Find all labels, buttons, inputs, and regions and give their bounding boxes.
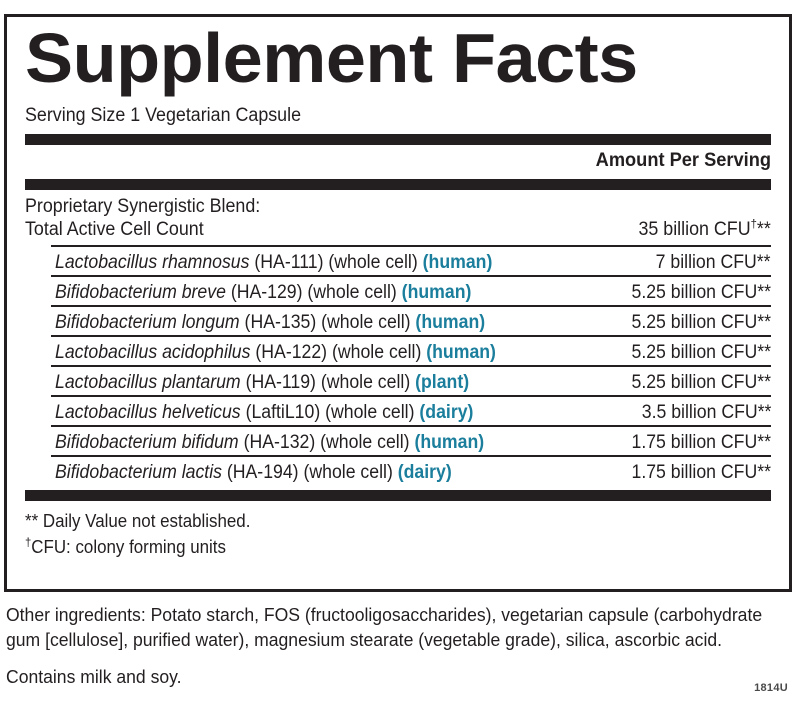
source-tag: (human) xyxy=(414,432,485,453)
source-tag: (human) xyxy=(426,342,496,363)
source-tag: (human) xyxy=(415,312,486,333)
species-name: Lactobacillus plantarum xyxy=(55,372,241,393)
ingredient-name-cell: Lactobacillus acidophilus (HA-122) (whol… xyxy=(55,340,496,365)
cell-form: (whole cell) xyxy=(307,282,397,303)
ingredient-name-cell: Bifidobacterium longum (HA-135) (whole c… xyxy=(55,310,485,335)
blend-total-label: Total Active Cell Count xyxy=(25,219,204,240)
species-name: Bifidobacterium breve xyxy=(55,282,226,303)
strain-code: (HA-122) xyxy=(255,342,328,363)
footnotes-section: ** Daily Value not established. †CFU: co… xyxy=(25,508,771,560)
source-tag: (dairy) xyxy=(397,462,452,483)
allergen-statement: Contains milk and soy. xyxy=(6,666,182,687)
table-row: Lactobacillus helveticus (LaftiL10) (who… xyxy=(51,395,771,425)
cell-form: (whole cell) xyxy=(325,402,415,423)
strain-code: (LaftiL10) xyxy=(245,402,321,423)
double-asterisk-marker: ** xyxy=(757,219,771,240)
product-code: 1814U xyxy=(754,682,788,694)
strain-code: (HA-129) xyxy=(230,282,303,303)
blend-total-row: Total Active Cell Count 35 billion CFU†*… xyxy=(25,218,771,241)
ingredient-amount-cell: 5.25 billion CFU** xyxy=(631,282,771,303)
cell-form: (whole cell) xyxy=(320,432,410,453)
header-divider-bar-bottom xyxy=(25,179,771,190)
footnote-cfu-text: CFU: colony forming units xyxy=(31,537,226,557)
ingredient-name-cell: Lactobacillus plantarum (HA-119) (whole … xyxy=(55,370,469,395)
source-tag: (human) xyxy=(422,252,493,273)
cell-form: (whole cell) xyxy=(320,372,411,393)
source-tag: (dairy) xyxy=(419,402,474,423)
strain-code: (HA-194) xyxy=(226,462,299,483)
strain-code: (HA-135) xyxy=(244,312,317,333)
species-name: Lactobacillus acidophilus xyxy=(55,342,251,363)
species-name: Lactobacillus helveticus xyxy=(55,402,241,423)
blend-name-label: Proprietary Synergistic Blend: xyxy=(25,196,261,217)
serving-size-text: Serving Size 1 Vegetarian Capsule xyxy=(25,105,302,126)
table-row: Lactobacillus acidophilus (HA-122) (whol… xyxy=(51,335,771,365)
ingredient-table: Lactobacillus rhamnosus (HA-111) (whole … xyxy=(51,245,771,485)
strain-code: (HA-119) xyxy=(245,372,316,393)
species-name: Bifidobacterium lactis xyxy=(55,462,222,483)
strain-code: (HA-132) xyxy=(243,432,316,453)
species-name: Lactobacillus rhamnosus xyxy=(55,252,250,273)
ingredient-name-cell: Lactobacillus helveticus (LaftiL10) (who… xyxy=(55,400,473,425)
table-row: Bifidobacterium longum (HA-135) (whole c… xyxy=(51,305,771,335)
table-row: Lactobacillus plantarum (HA-119) (whole … xyxy=(51,365,771,395)
table-row: Bifidobacterium bifidum (HA-132) (whole … xyxy=(51,425,771,455)
table-row: Bifidobacterium breve (HA-129) (whole ce… xyxy=(51,275,771,305)
ingredient-amount-cell: 7 billion CFU** xyxy=(656,252,771,273)
source-tag: (human) xyxy=(401,282,472,303)
footnote-divider-bar xyxy=(25,490,771,501)
ingredient-amount-cell: 5.25 billion CFU** xyxy=(631,312,771,333)
ingredient-amount-cell: 3.5 billion CFU** xyxy=(641,402,771,423)
supplement-facts-panel: Supplement Facts Serving Size 1 Vegetari… xyxy=(4,14,792,592)
table-row: Lactobacillus rhamnosus (HA-111) (whole … xyxy=(51,245,771,275)
ingredient-name-cell: Bifidobacterium lactis (HA-194) (whole c… xyxy=(55,460,452,485)
ingredient-amount-cell: 1.75 billion CFU** xyxy=(631,432,771,453)
strain-code: (HA-111) xyxy=(254,252,324,273)
ingredient-amount-cell: 5.25 billion CFU** xyxy=(631,372,771,393)
ingredient-name-cell: Bifidobacterium bifidum (HA-132) (whole … xyxy=(55,430,484,455)
amount-per-serving-header: Amount Per Serving xyxy=(595,150,771,171)
ingredient-amount-cell: 5.25 billion CFU** xyxy=(631,342,771,363)
cell-form: (whole cell) xyxy=(321,312,411,333)
cell-form: (whole cell) xyxy=(331,342,422,363)
other-ingredients-text: Other ingredients: Potato starch, FOS (f… xyxy=(6,604,763,650)
source-tag: (plant) xyxy=(415,372,470,393)
ingredient-name-cell: Lactobacillus rhamnosus (HA-111) (whole … xyxy=(55,250,492,275)
table-row: Bifidobacterium lactis (HA-194) (whole c… xyxy=(51,455,771,485)
blend-total-amount: 35 billion CFU†** xyxy=(639,218,771,241)
cell-form: (whole cell) xyxy=(303,462,393,483)
blend-name-row: Proprietary Synergistic Blend: xyxy=(25,195,771,218)
species-name: Bifidobacterium bifidum xyxy=(55,432,239,453)
footnote-daily-value: ** Daily Value not established. xyxy=(25,511,251,531)
species-name: Bifidobacterium longum xyxy=(55,312,240,333)
proprietary-blend-heading: Proprietary Synergistic Blend: Total Act… xyxy=(25,195,771,241)
cell-form: (whole cell) xyxy=(328,252,418,273)
blend-total-amount-value: 35 billion CFU xyxy=(638,219,751,240)
below-panel-text: Other ingredients: Potato starch, FOS (f… xyxy=(6,602,790,689)
page-title: Supplement Facts xyxy=(25,19,638,97)
ingredient-name-cell: Bifidobacterium breve (HA-129) (whole ce… xyxy=(55,280,471,305)
ingredient-amount-cell: 1.75 billion CFU** xyxy=(631,462,771,483)
dagger-icon: † xyxy=(25,535,32,549)
header-divider-bar-top xyxy=(25,134,771,145)
footnote-cfu: †CFU: colony forming units xyxy=(25,534,726,560)
dagger-superscript-icon: † xyxy=(750,216,758,231)
